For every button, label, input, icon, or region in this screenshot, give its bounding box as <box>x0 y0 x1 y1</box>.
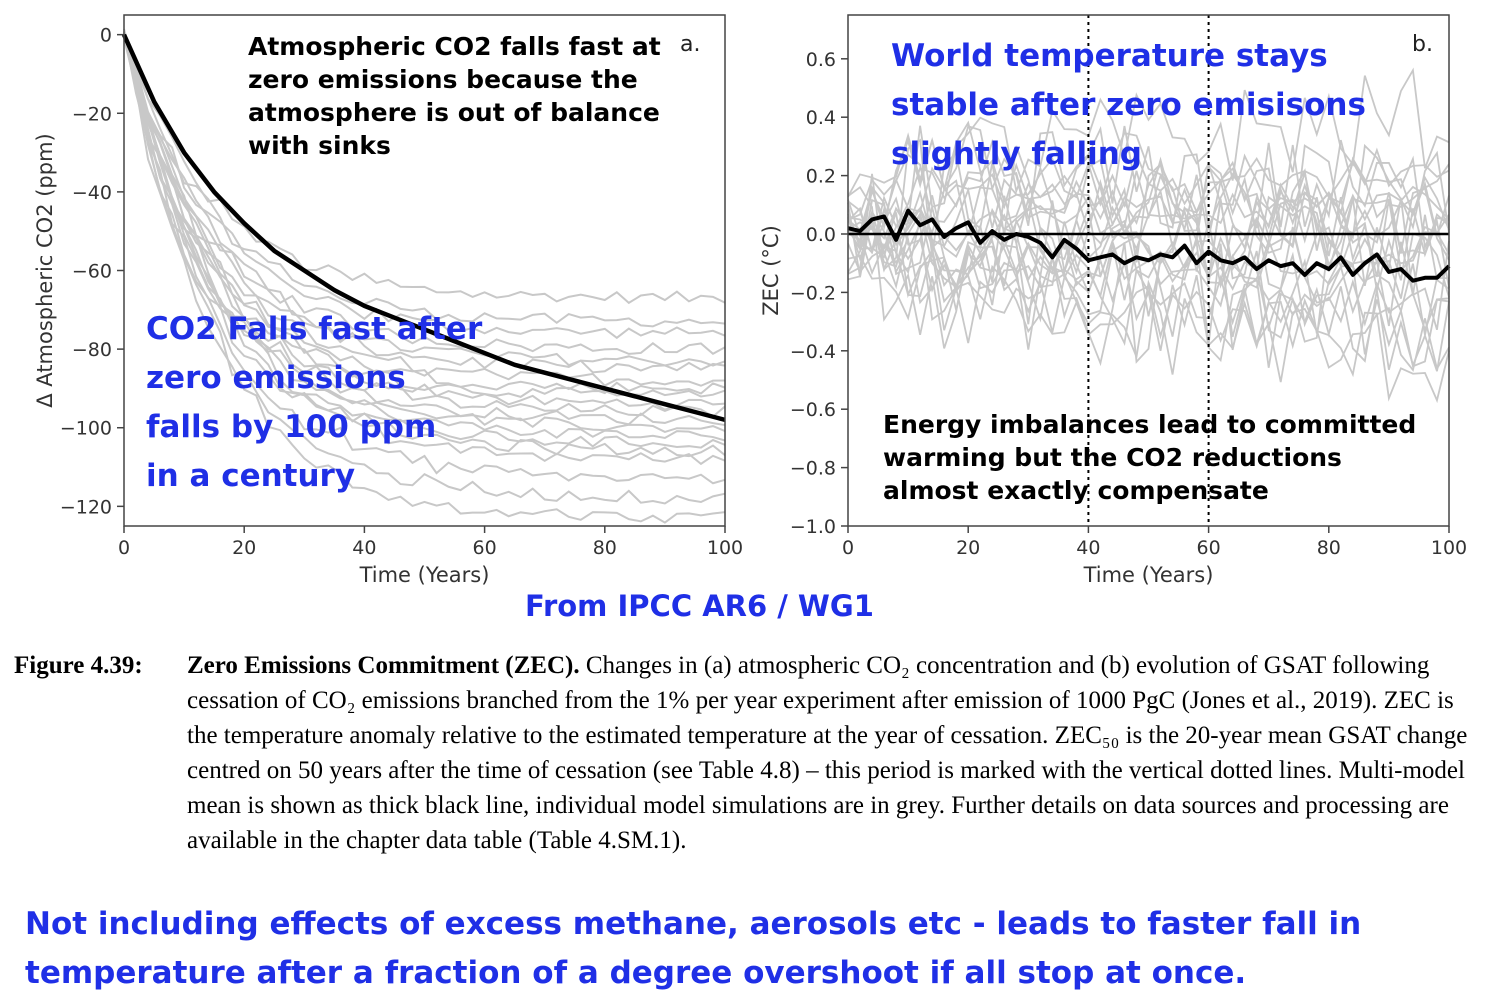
model-lines <box>847 67 1450 404</box>
model-simulation-line <box>123 32 726 340</box>
model-simulation-line <box>123 31 726 418</box>
x-tick-label: 60 <box>473 537 497 559</box>
y-tick-label: −80 <box>72 339 112 361</box>
model-simulation-line <box>847 67 1450 240</box>
y-tick-label: 0.2 <box>806 166 836 188</box>
bottom-note: Not including effects of excess methane,… <box>25 900 1361 998</box>
x-axis-label: Time (Years) <box>1083 563 1214 587</box>
model-simulation-line <box>123 30 726 374</box>
x-tick-label: 100 <box>707 537 743 559</box>
x-tick-label: 60 <box>1197 537 1221 559</box>
panel-b-annotation-black: Energy imbalances lead to committed warmi… <box>883 408 1416 507</box>
y-tick-label: −40 <box>72 182 112 204</box>
model-simulation-line <box>123 35 726 458</box>
annotation-line: temperature after a fraction of a degree… <box>25 955 1247 991</box>
figure-charts: 0 20 40 60 80 100 0 −20 −40 −60 −80 −100 −120 Time (Y… <box>33 14 1467 587</box>
annotation-line: atmosphere is out of balance <box>248 98 660 127</box>
x-tick-label: 80 <box>1317 537 1341 559</box>
x-tick-label: 0 <box>118 537 130 559</box>
model-simulation-line <box>123 31 726 524</box>
annotation-line: World temperature stays <box>891 38 1328 74</box>
panel-b-zec-chart: 0 20 40 60 80 100 0.6 0.4 0.2 0.0 −0.2 −0.4 −0.6 −0.8… <box>759 14 1467 587</box>
panel-a-annotation-blue: CO2 Falls fast after zero emissions falls … <box>146 305 482 501</box>
plot-frame <box>847 14 1450 527</box>
annotation-line: zero emissions <box>146 360 406 396</box>
model-simulation-line <box>847 151 1450 252</box>
model-simulation-line <box>123 38 726 356</box>
x-tick-label: 0 <box>842 537 854 559</box>
model-simulation-line <box>123 38 726 411</box>
model-simulation-line <box>847 138 1450 296</box>
y-tick-label: −1.0 <box>790 516 836 538</box>
figure-caption: Figure 4.39: Zero Emissions Commitment (… <box>14 648 1476 858</box>
model-simulation-line <box>847 248 1450 404</box>
y-tick-label: −0.4 <box>790 341 836 363</box>
model-simulation-line <box>847 182 1450 255</box>
x-axis-label: Time (Years) <box>359 563 490 587</box>
model-simulation-line <box>123 34 726 466</box>
model-simulation-line <box>847 196 1450 311</box>
y-tick-label: −0.6 <box>790 399 836 421</box>
annotation-line: with sinks <box>248 131 391 160</box>
y-tick-label: 0.6 <box>806 49 836 71</box>
model-simulation-line <box>847 221 1450 333</box>
model-simulation-line <box>123 31 726 485</box>
x-tick-label: 40 <box>352 537 376 559</box>
x-tick-label: 80 <box>593 537 617 559</box>
panel-letter: a. <box>680 32 700 57</box>
x-tick-label: 20 <box>232 537 256 559</box>
x-tick-label: 40 <box>1076 537 1100 559</box>
model-simulation-line <box>123 37 726 505</box>
annotation-line: CO2 Falls fast after <box>146 311 483 347</box>
model-simulation-line <box>847 199 1450 372</box>
panel-a-annotation-black: Atmospheric CO2 falls fast at zero emissi… <box>248 30 661 162</box>
panel-letter: b. <box>1412 32 1433 57</box>
annotation-line: Atmospheric CO2 falls fast at <box>248 32 661 61</box>
y-tick-label: −60 <box>72 261 112 283</box>
y-tick-label: −120 <box>60 496 112 518</box>
caption-label: Figure 4.39: <box>14 652 143 679</box>
x-tick-label: 20 <box>956 537 980 559</box>
y-tick-label: −100 <box>60 418 112 440</box>
annotation-line: warming but the CO2 reductions <box>883 443 1342 472</box>
model-simulation-line <box>123 38 726 395</box>
source-note: From IPCC AR6 / WG1 <box>525 589 874 623</box>
y-tick-label: −0.8 <box>790 458 836 480</box>
model-simulation-line <box>123 32 726 305</box>
y-tick-label: 0 <box>100 25 112 47</box>
annotation-line: almost exactly compensate <box>883 476 1269 505</box>
x-tick-label: 100 <box>1431 537 1467 559</box>
y-tick-label: −20 <box>72 103 112 125</box>
annotation-line: stable after zero emisisons <box>891 87 1366 123</box>
caption-text: Changes in (a) atmospheric CO₂ concentra… <box>187 652 1468 854</box>
annotation-line: slightly falling <box>891 136 1142 172</box>
caption-title: Zero Emissions Commitment (ZEC). <box>187 652 580 679</box>
annotation-line: zero emissions because the <box>248 65 638 94</box>
panel-b-annotation-blue: World temperature stays stable after zero… <box>891 32 1366 179</box>
y-tick-label: −0.2 <box>790 282 836 304</box>
annotation-line: Energy imbalances lead to committed <box>883 410 1417 439</box>
annotation-line: falls by 100 ppm <box>146 409 437 445</box>
y-axis-label: Δ Atmospheric CO2 (ppm) <box>33 133 57 408</box>
annotation-line: Not including effects of excess methane,… <box>25 906 1362 942</box>
multi-model-mean-line <box>121 33 726 423</box>
model-simulation-line <box>123 33 726 449</box>
multi-model-mean-line <box>847 208 1451 283</box>
panel-a-co2-chart: 0 20 40 60 80 100 0 −20 −40 −60 −80 −100 −120 Time (Y… <box>33 14 743 587</box>
annotation-line: in a century <box>146 458 356 494</box>
y-axis-label: ZEC (°C) <box>759 225 783 316</box>
model-lines <box>123 28 726 524</box>
y-tick-label: 0.4 <box>806 107 836 129</box>
y-tick-label: 0.0 <box>806 224 836 246</box>
model-simulation-line <box>847 185 1450 367</box>
model-simulation-line <box>847 125 1450 251</box>
